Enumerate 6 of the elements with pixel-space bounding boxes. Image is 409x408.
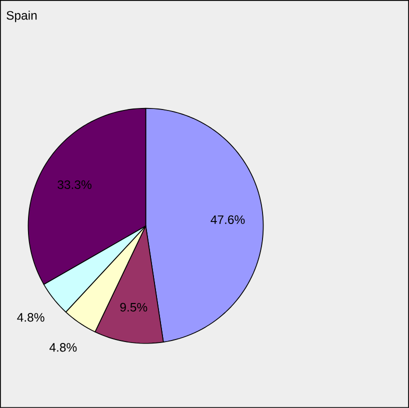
data-label: 33.3%	[58, 180, 92, 190]
data-label: 4.8%	[17, 313, 44, 322]
data-label: 47.6%	[210, 215, 245, 224]
data-label: 4.8%	[49, 343, 77, 352]
chart-title: Spain	[6, 10, 37, 22]
data-label: 9.5%	[120, 302, 148, 312]
